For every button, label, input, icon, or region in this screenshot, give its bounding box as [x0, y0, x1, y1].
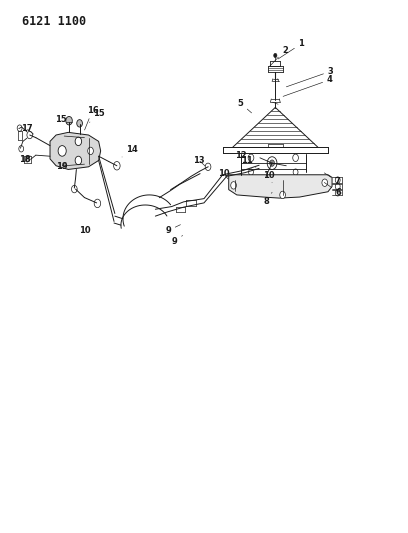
Circle shape — [71, 185, 77, 193]
Circle shape — [17, 125, 22, 131]
Text: 10: 10 — [217, 169, 229, 179]
Text: 8: 8 — [264, 192, 272, 206]
Circle shape — [274, 53, 277, 58]
Text: 12: 12 — [235, 151, 249, 163]
Text: 2: 2 — [270, 46, 288, 66]
Circle shape — [322, 179, 328, 187]
Circle shape — [248, 169, 253, 175]
Circle shape — [267, 157, 277, 169]
Circle shape — [114, 161, 120, 170]
Text: 16: 16 — [84, 106, 98, 130]
Text: 15: 15 — [89, 109, 104, 123]
Circle shape — [75, 137, 82, 146]
Text: 17: 17 — [21, 124, 33, 134]
Circle shape — [94, 199, 101, 208]
Circle shape — [88, 147, 93, 155]
Text: 1: 1 — [278, 39, 304, 59]
Text: 9: 9 — [166, 225, 180, 235]
Circle shape — [293, 169, 298, 175]
Circle shape — [231, 182, 236, 189]
Text: 6121 1100: 6121 1100 — [22, 14, 86, 28]
Circle shape — [77, 119, 82, 127]
Circle shape — [75, 156, 82, 165]
Text: 6: 6 — [324, 182, 341, 197]
Circle shape — [58, 146, 66, 156]
Circle shape — [335, 183, 340, 190]
Text: 11: 11 — [241, 156, 256, 168]
Circle shape — [66, 116, 72, 125]
Text: 13: 13 — [193, 156, 205, 166]
Circle shape — [335, 190, 340, 196]
Circle shape — [27, 131, 33, 139]
Text: 3: 3 — [286, 67, 333, 87]
Text: 14: 14 — [122, 146, 138, 157]
Polygon shape — [229, 175, 332, 198]
Circle shape — [280, 191, 286, 199]
Circle shape — [25, 157, 29, 162]
Text: 15: 15 — [55, 115, 69, 127]
Text: 5: 5 — [237, 99, 252, 113]
Text: 19: 19 — [55, 163, 67, 171]
Circle shape — [270, 160, 275, 166]
Text: 10: 10 — [79, 226, 90, 235]
Circle shape — [19, 146, 24, 152]
Circle shape — [248, 154, 254, 161]
Circle shape — [335, 177, 340, 183]
Circle shape — [293, 154, 298, 161]
Polygon shape — [50, 132, 101, 169]
Circle shape — [205, 163, 211, 171]
Text: 9: 9 — [172, 236, 183, 246]
Text: 10: 10 — [263, 171, 275, 183]
Text: 4: 4 — [283, 75, 333, 96]
Text: 7: 7 — [324, 173, 341, 186]
Text: 18: 18 — [19, 155, 31, 164]
